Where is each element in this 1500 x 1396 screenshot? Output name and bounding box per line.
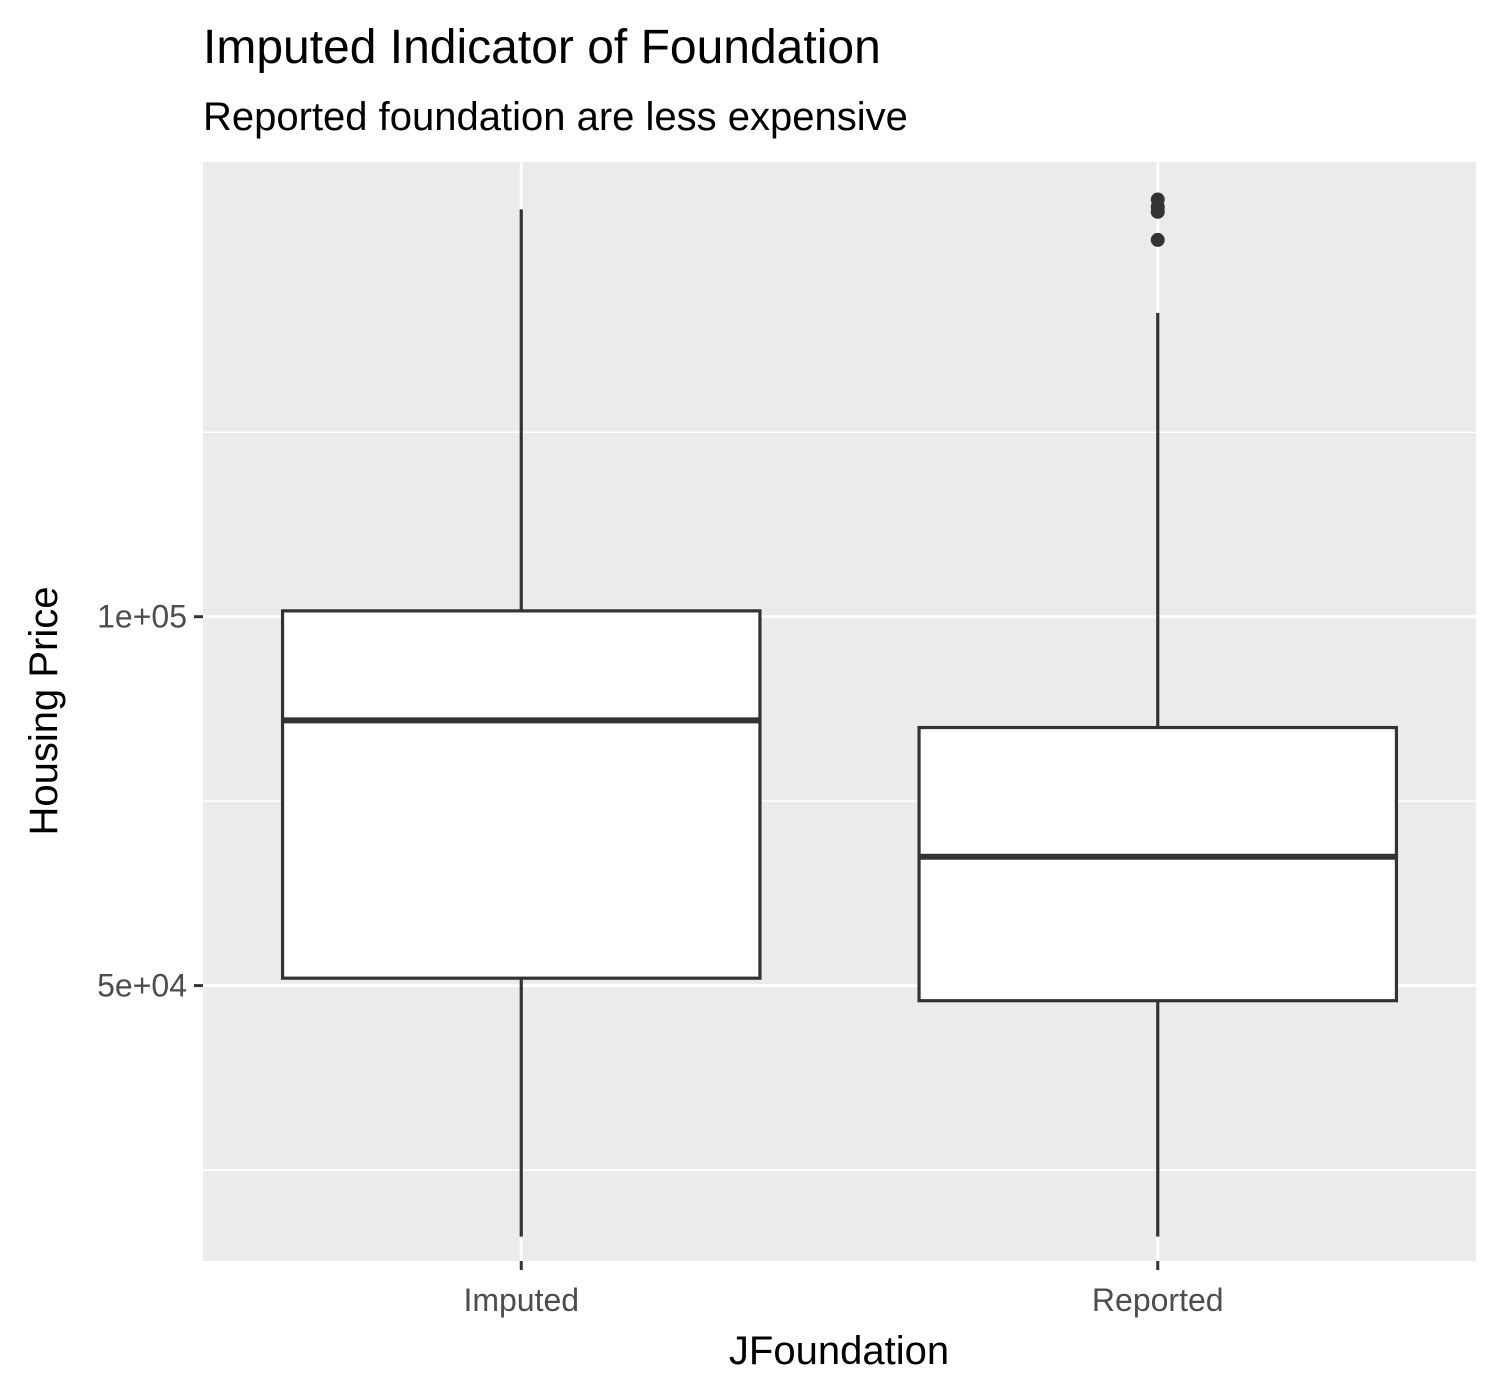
x-axis-title: JFoundation — [729, 1329, 949, 1373]
box-reported — [917, 192, 1399, 1237]
axes: 5e+04 1e+05 Imputed Reported — [97, 599, 1223, 1318]
box-iqr — [917, 725, 1399, 1003]
box-imputed — [280, 209, 762, 1237]
x-tick-label: Reported — [1092, 1282, 1224, 1318]
boxes — [280, 192, 1399, 1237]
outlier-point — [1150, 204, 1165, 219]
box-iqr — [280, 609, 762, 980]
y-axis-title: Housing Price — [22, 586, 66, 835]
x-tick-label: Imputed — [463, 1282, 579, 1318]
outlier-point — [1150, 232, 1165, 247]
chart-subtitle: Reported foundation are less expensive — [203, 95, 908, 139]
chart-title: Imputed Indicator of Foundation — [203, 21, 881, 74]
y-tick-label: 5e+04 — [97, 968, 187, 1004]
y-tick-label: 1e+05 — [97, 599, 187, 635]
